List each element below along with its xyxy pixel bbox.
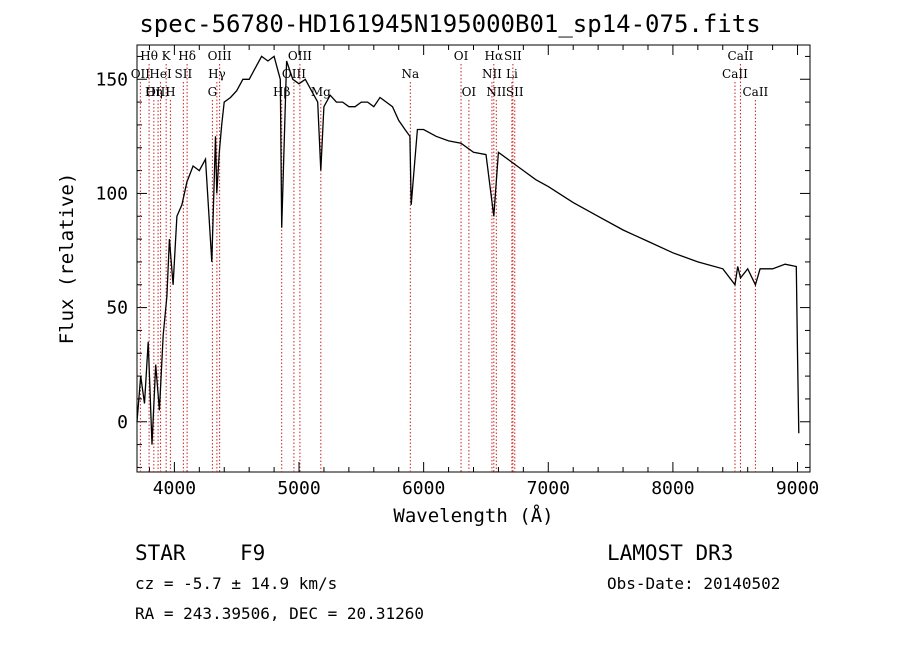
coords-text: RA = 243.39506, DEC = 20.31260 — [135, 604, 424, 623]
spectral-line-label: SII — [504, 49, 522, 63]
redshift-text: cz = -5.7 ± 14.9 km/s — [135, 574, 338, 593]
spectral-line-label: NII — [482, 67, 502, 81]
spectral-line-label: OIII — [288, 49, 312, 63]
spectral-line-label: Mg — [311, 85, 331, 99]
spectral-line-label: OIII — [208, 49, 232, 63]
spectral-line-label: K — [162, 49, 172, 63]
obs-date-text: Obs-Date: 20140502 — [607, 574, 781, 593]
spectral-line-label: NII — [486, 85, 506, 99]
spectral-line-label: OI — [462, 85, 477, 99]
x-tick-label: 5000 — [277, 478, 320, 499]
spectral-line-label: HeI — [149, 67, 172, 81]
spectral-line-label: G — [208, 85, 218, 99]
survey-name: LAMOST DR3 — [607, 541, 734, 565]
spectral-line-label: Hη — [145, 85, 163, 99]
spectral-line-label: Hα — [485, 49, 504, 63]
spectral-line-label: OI — [454, 49, 469, 63]
plot-frame — [136, 44, 811, 473]
y-tick-label: 0 — [117, 412, 128, 433]
object-subclass: F9 — [240, 541, 266, 565]
spectral-line-label: OIII — [282, 67, 306, 81]
x-tick-label: 9000 — [776, 478, 819, 499]
spectral-line-label: SII — [506, 85, 524, 99]
spectral-line-label: Hδ — [178, 49, 196, 63]
spectral-line-label: Hβ — [273, 85, 290, 99]
spectral-line-label: Li — [506, 67, 518, 81]
x-tick-label: 7000 — [527, 478, 570, 499]
spectral-line-label: Na — [401, 67, 419, 81]
spectral-line-label: Hγ — [208, 67, 226, 81]
x-axis-label: Wavelength (Å) — [393, 504, 553, 527]
spectral-line-label: H — [165, 85, 175, 99]
spectral-line-label: CaII — [722, 67, 748, 81]
y-tick-label: 100 — [95, 183, 128, 204]
x-tick-label: 6000 — [402, 478, 445, 499]
spectral-line-label: CaII — [728, 49, 754, 63]
x-tick-label: 4000 — [153, 478, 196, 499]
spectral-line-label: CaII — [742, 85, 768, 99]
spectral-line-label: OIII — [146, 85, 170, 99]
object-class: STAR — [135, 541, 186, 565]
chart-title: spec-56780-HD161945N195000B01_sp14-075.f… — [139, 10, 761, 38]
y-tick-label: 150 — [95, 69, 128, 90]
x-tick-label: 8000 — [651, 478, 694, 499]
spectral-line-label: OII — [131, 67, 151, 81]
spectral-line-label: Hθ — [140, 49, 158, 63]
spectral-line-label: SII — [175, 67, 193, 81]
spectrum-chart: 4000 5000 6000 7000 8000 9000 0 50 100 150 Wavelen… — [56, 44, 819, 527]
spectrum-series-line — [136, 55, 800, 445]
y-axis-label: Flux (relative) — [56, 173, 78, 345]
y-tick-label: 50 — [106, 298, 128, 319]
